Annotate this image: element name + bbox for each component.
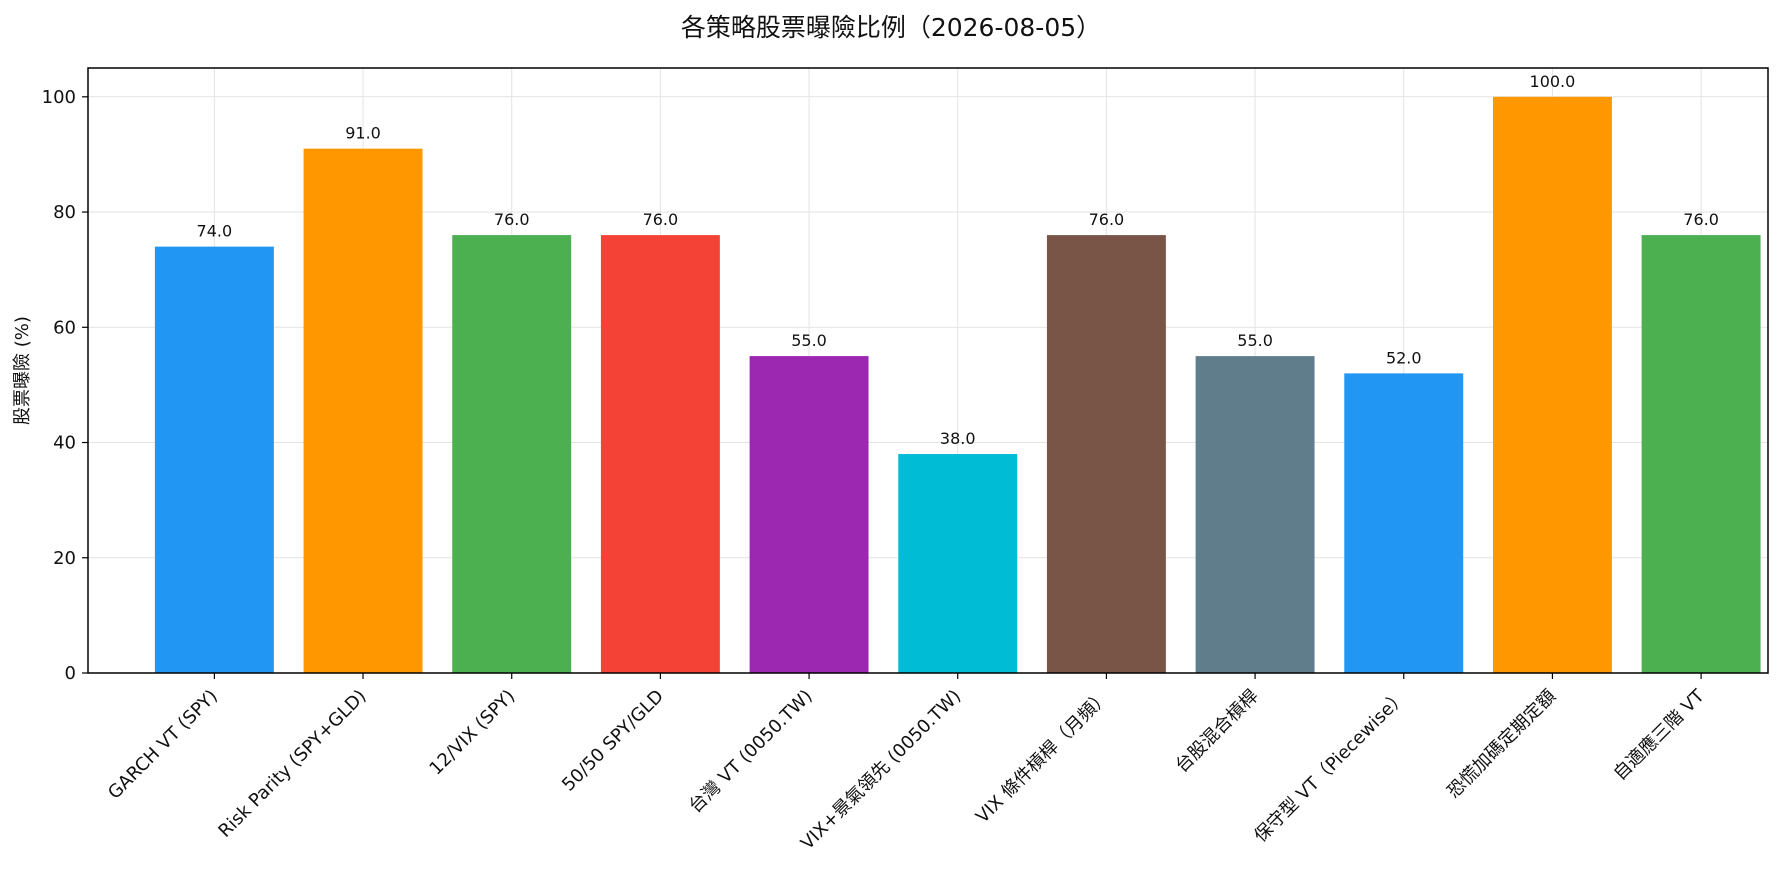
y-tick-label: 20 xyxy=(53,548,76,569)
y-tick-label: 80 xyxy=(53,202,76,223)
y-tick-label: 0 xyxy=(65,663,76,684)
bar xyxy=(749,356,869,673)
y-tick-label: 60 xyxy=(53,317,76,338)
x-tick-label: Risk Parity (SPY+GLD) xyxy=(214,686,370,842)
bar-value-label: 100.0 xyxy=(1530,72,1576,91)
y-axis: 0 20 40 60 80 100 xyxy=(42,87,88,684)
bar-value-label: 76.0 xyxy=(1089,210,1125,229)
x-tick-label: 台灣 VT (0050.TW) xyxy=(685,686,817,818)
x-tick-label: 恐慌加碼定期定額 xyxy=(1443,686,1560,803)
bar-value-label: 74.0 xyxy=(197,222,233,241)
data-labels: 74.0 91.0 76.0 76.0 55.0 38.0 76.0 55.0 52.0 100.… xyxy=(197,72,1719,448)
bar-value-label: 76.0 xyxy=(1683,210,1719,229)
x-tick-label: 12/VIX (SPY) xyxy=(426,686,520,780)
bar-value-label: 38.0 xyxy=(940,429,976,448)
x-tick-label: GARCH VT (SPY) xyxy=(104,686,222,804)
x-tick-label: 50/50 SPY/GLD xyxy=(558,686,668,796)
x-axis: GARCH VT (SPY)Risk Parity (SPY+GLD) 12/VI… xyxy=(104,673,1709,854)
x-tick-label: 自適應三階 VT xyxy=(1609,684,1709,784)
bar xyxy=(1492,96,1612,674)
bar xyxy=(1046,235,1166,673)
chart-title: 各策略股票曝險比例（2026-08-05） xyxy=(680,13,1102,42)
y-tick-label: 40 xyxy=(53,433,76,454)
x-tick-label: VIX 條件槓桿（月頻） xyxy=(972,686,1114,828)
x-tick-label: 保守型 VT（Piecewise） xyxy=(1250,686,1411,847)
bar-value-label: 52.0 xyxy=(1386,348,1422,367)
bar-value-label: 76.0 xyxy=(494,210,530,229)
bar xyxy=(303,148,423,673)
bar xyxy=(600,235,720,673)
plot-frame xyxy=(87,67,1769,674)
y-axis-title: 股票曝險 (%) xyxy=(12,316,33,425)
bar xyxy=(1641,235,1761,673)
bar-value-label: 55.0 xyxy=(791,331,827,350)
y-tick-label: 100 xyxy=(42,87,76,108)
bar xyxy=(154,246,274,673)
x-tick-label: 台股混合槓桿 xyxy=(1171,686,1262,777)
x-tick-label: VIX+景氣領先 (0050.TW) xyxy=(797,686,965,854)
bar-value-label: 55.0 xyxy=(1237,331,1273,350)
bar xyxy=(1344,373,1464,673)
bars xyxy=(154,96,1761,674)
bar xyxy=(452,235,572,673)
bar xyxy=(1195,356,1315,673)
bar-value-label: 76.0 xyxy=(643,210,679,229)
bar xyxy=(898,454,1018,673)
bar-value-label: 91.0 xyxy=(345,124,381,143)
